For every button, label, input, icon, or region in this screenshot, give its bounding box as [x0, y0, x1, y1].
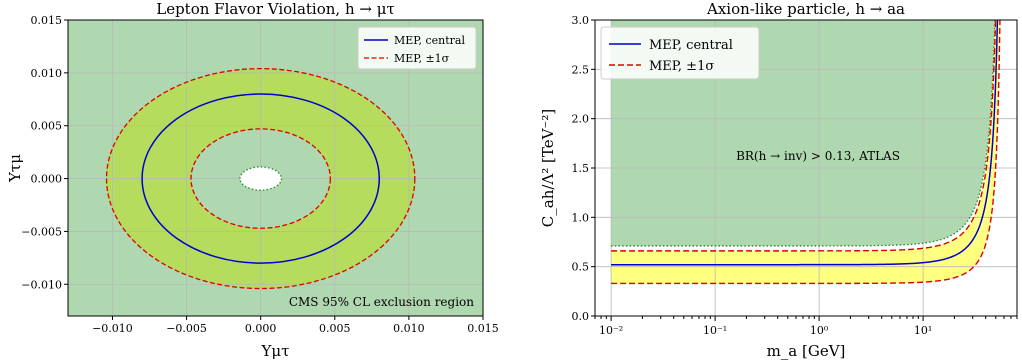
y-tick-label: 2.0: [572, 113, 590, 126]
legend: MEP, central MEP, ±1σ: [357, 26, 477, 70]
right-xlabel: m_a [GeV]: [767, 342, 846, 360]
plus-sigma-curve: [105, 67, 416, 290]
one-sigma-band-fill: [611, 20, 1000, 284]
y-tick-label: 0.000: [31, 173, 63, 186]
y-tick-label: 0.5: [572, 261, 590, 274]
y-tick-label: 0.0: [572, 310, 590, 323]
right-ylabel: C_ah/Λ² [TeV⁻²]: [539, 109, 557, 227]
y-tick-label: 1.0: [572, 211, 590, 224]
x-tick-label: −0.005: [166, 322, 207, 335]
x-tick-label: 10⁻²: [599, 324, 623, 337]
axis-ticks: −0.010 −0.005 0.000 0.005 0.010 0.015 −0.010 −0…: [21, 14, 498, 335]
y-tick-label: 0.015: [31, 14, 63, 27]
legend-central-label: MEP, central: [649, 38, 733, 53]
y-tick-label: 2.5: [572, 63, 590, 76]
x-tick-label: 10⁻¹: [703, 324, 727, 337]
y-tick-label: 3.0: [572, 14, 590, 27]
one-sigma-band-fill: [106, 68, 415, 289]
legend-sigma-label: MEP, ±1σ: [649, 59, 714, 74]
exclusion-curve-dotted: [611, 20, 996, 247]
minus-sigma-curve: [190, 128, 331, 229]
legend: MEP, central MEP, ±1σ: [600, 26, 760, 80]
x-tick-label: 10¹: [914, 324, 932, 337]
exclusion-annotation: CMS 95% CL exclusion region: [289, 295, 474, 309]
allowed-region-fill: [239, 166, 282, 191]
grid-lines: [595, 20, 1017, 316]
exclusion-annotation: BR(h → inv) > 0.13, ATLAS: [736, 149, 900, 163]
left-title: Lepton Flavor Violation, h → μτ: [156, 0, 395, 18]
central-curve: [611, 20, 999, 266]
grid-lines: [68, 20, 483, 316]
legend-box: [600, 26, 760, 80]
minus-sigma-curve: [611, 20, 1001, 285]
x-tick-label: 0.015: [467, 322, 499, 335]
x-tick-label: 0.005: [319, 322, 351, 335]
x-tick-label: 0.010: [393, 322, 425, 335]
y-tick-label: 0.010: [31, 67, 63, 80]
x-tick-label: −0.010: [92, 322, 133, 335]
y-tick-label: 1.5: [572, 162, 590, 175]
left-ylabel: Υτμ: [6, 154, 24, 183]
exclusion-boundary-dotted: [239, 166, 283, 191]
left-xlabel: Υμτ: [261, 342, 290, 360]
x-tick-label: 10⁰: [810, 324, 829, 337]
y-tick-label: −0.005: [21, 225, 62, 238]
y-tick-label: 0.005: [31, 120, 63, 133]
central-curve: [141, 93, 380, 264]
y-tick-label: −0.010: [21, 278, 62, 291]
plus-sigma-curve: [611, 20, 997, 252]
x-tick-label: 0.000: [245, 322, 277, 335]
legend-central-label: MEP, central: [394, 34, 465, 47]
right-title: Axion-like particle, h → aa: [706, 0, 905, 18]
axes-frame: [67, 19, 484, 317]
axis-ticks: 10⁻² 10⁻¹ 10⁰ 10¹ 0.0 0.5 1.0 1.5 2.0 2.5 3.0: [572, 14, 1018, 337]
lfv-contour-panel: −0.010 −0.005 0.000 0.005 0.010 0.015 −0.010 −0…: [6, 0, 499, 360]
legend-sigma-label: MEP, ±1σ: [394, 52, 450, 65]
alp-panel: 10⁻² 10⁻¹ 10⁰ 10¹ 0.0 0.5 1.0 1.5 2.0 2.5 3.0 Axio…: [539, 0, 1018, 360]
